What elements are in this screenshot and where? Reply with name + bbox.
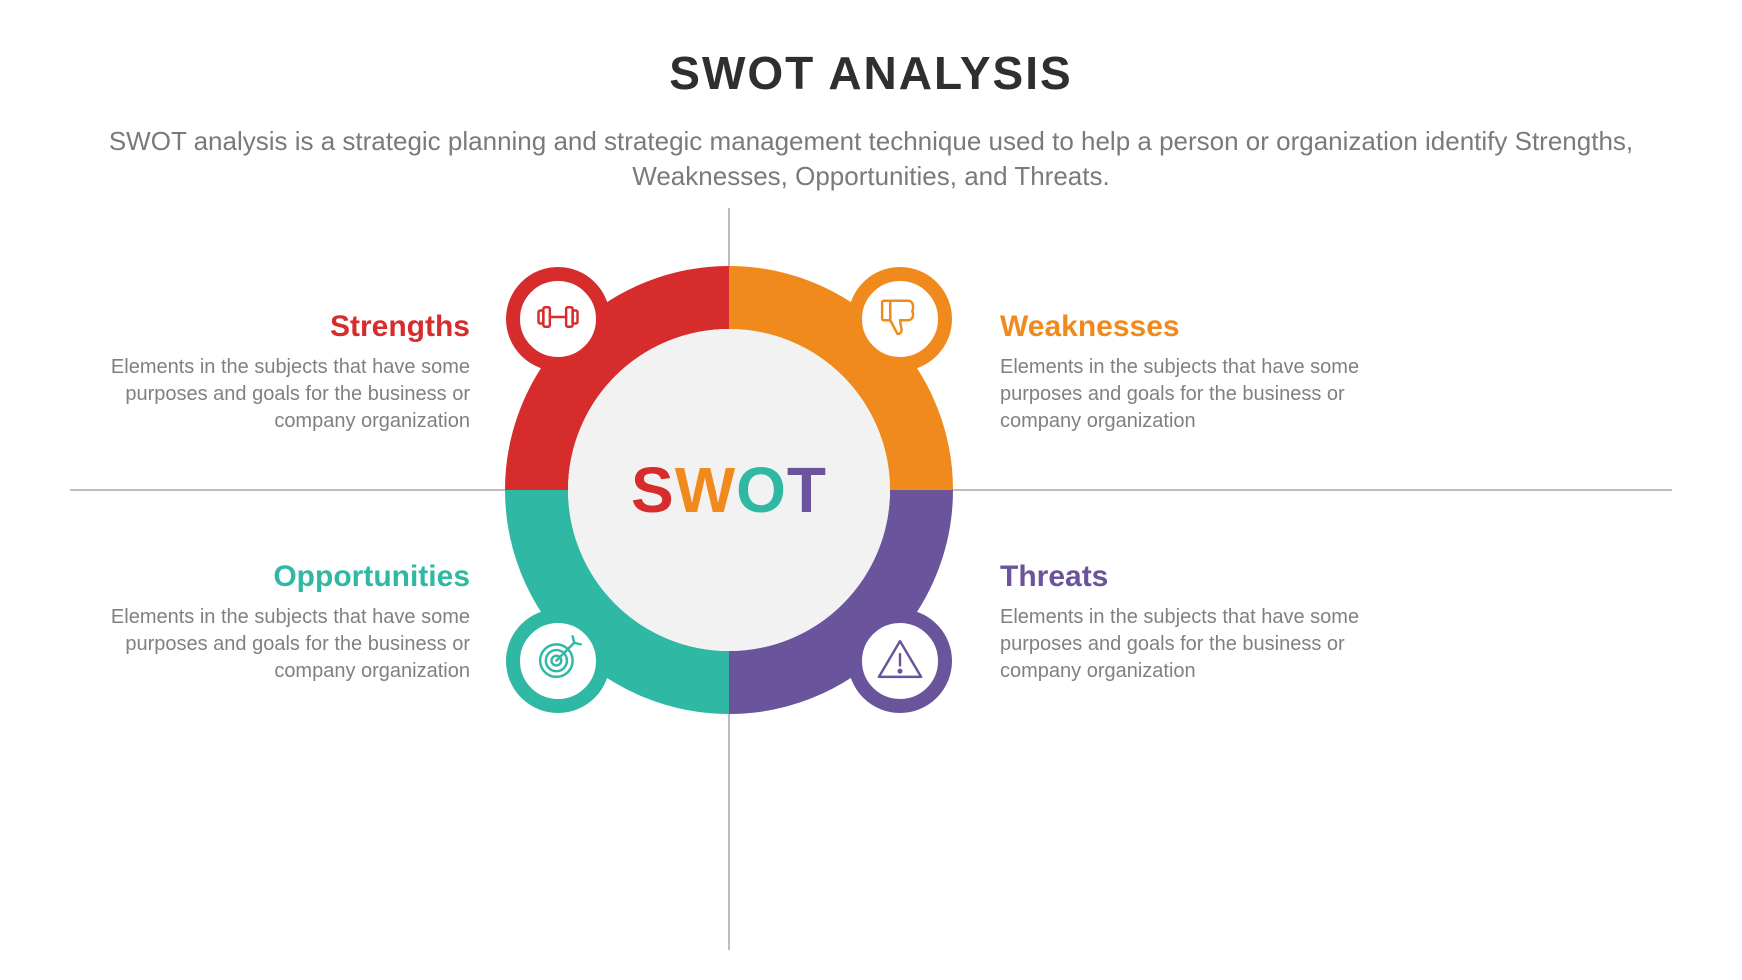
page-subtitle: SWOT analysis is a strategic planning an…: [0, 124, 1742, 194]
thumbs-down-icon: [874, 291, 926, 348]
swot-center-disc: S W O T: [568, 329, 890, 651]
badge-threats: [848, 609, 952, 713]
quadrant-title: Threats: [1000, 560, 1360, 594]
quadrant-title: Opportunities: [110, 560, 470, 594]
quadrant-description: Elements in the subjects that have some …: [110, 604, 470, 685]
dumbbell-icon: [532, 291, 584, 348]
quadrant-threats: Threats Elements in the subjects that ha…: [1000, 560, 1360, 685]
page-title: SWOT ANALYSIS: [0, 46, 1742, 100]
quadrant-strengths: Strengths Elements in the subjects that …: [110, 310, 470, 435]
quadrant-description: Elements in the subjects that have some …: [110, 354, 470, 435]
swot-letter-s: S: [631, 453, 675, 527]
swot-letter-t: T: [787, 453, 827, 527]
badge-weaknesses: [848, 267, 952, 371]
quadrant-title: Strengths: [110, 310, 470, 344]
swot-logo: S W O T: [631, 453, 827, 527]
quadrant-title: Weaknesses: [1000, 310, 1360, 344]
swot-letter-w: W: [675, 453, 736, 527]
target-icon: [532, 633, 584, 690]
quadrant-opportunities: Opportunities Elements in the subjects t…: [110, 560, 470, 685]
badge-strengths: [506, 267, 610, 371]
badge-opportunities: [506, 609, 610, 713]
swot-letter-o: O: [736, 453, 787, 527]
warning-icon: [874, 633, 926, 690]
quadrant-weaknesses: Weaknesses Elements in the subjects that…: [1000, 310, 1360, 435]
quadrant-description: Elements in the subjects that have some …: [1000, 604, 1360, 685]
quadrant-description: Elements in the subjects that have some …: [1000, 354, 1360, 435]
